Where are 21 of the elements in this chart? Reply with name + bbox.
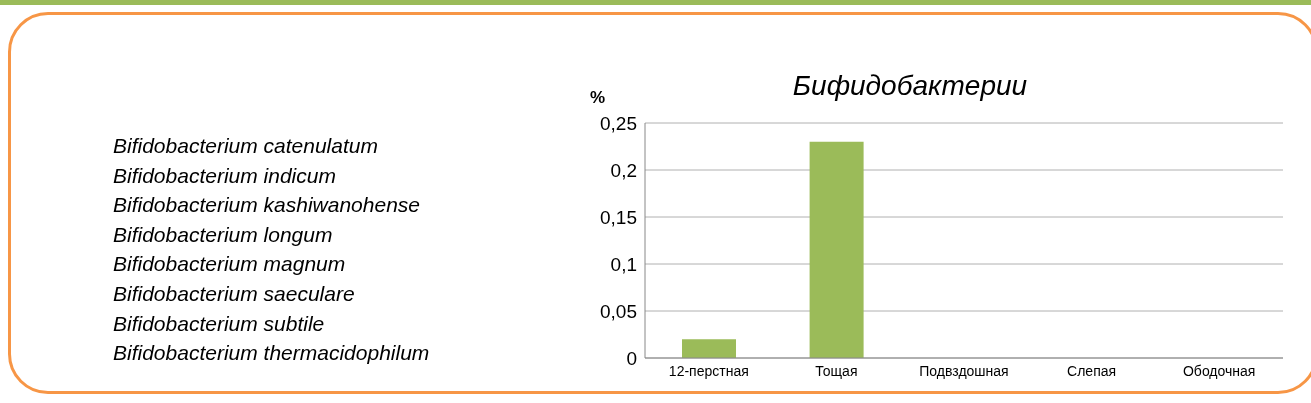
y-tick-label: 0,2 [610,159,637,181]
x-tick-label: Подвздошная [919,362,1009,379]
text: Bifidobacterium subtile [113,310,326,337]
text: Bifidobacterium kashiwanohense [113,192,421,219]
x-tick-label: Слепая [1067,362,1117,379]
y-tick-label: 0,15 [600,206,637,228]
chart-title: Бифидобактерии [791,70,1029,102]
x-tick-label: 12-перстная [668,362,749,379]
x-tick-label: Тощая [815,362,858,379]
y-tick-label: 0,25 [600,112,637,134]
text: Bifidobacterium indicum [113,162,337,189]
y-axis-title: % [590,88,606,108]
text: Bifidobacterium catenulatum [113,133,379,159]
text: Bifidobacterium longum [113,221,334,248]
text: Bifidobacterium thermacidophilum [113,340,430,367]
text: Bifidobacterium magnum [113,251,347,278]
y-tick-label: 0,1 [610,253,637,275]
y-tick-label: 0 [626,347,637,369]
x-tick-label: Ободочная [1182,362,1256,379]
text: Bifidobacterium saeculare [113,280,356,307]
y-tick-label: 0,05 [600,300,637,322]
